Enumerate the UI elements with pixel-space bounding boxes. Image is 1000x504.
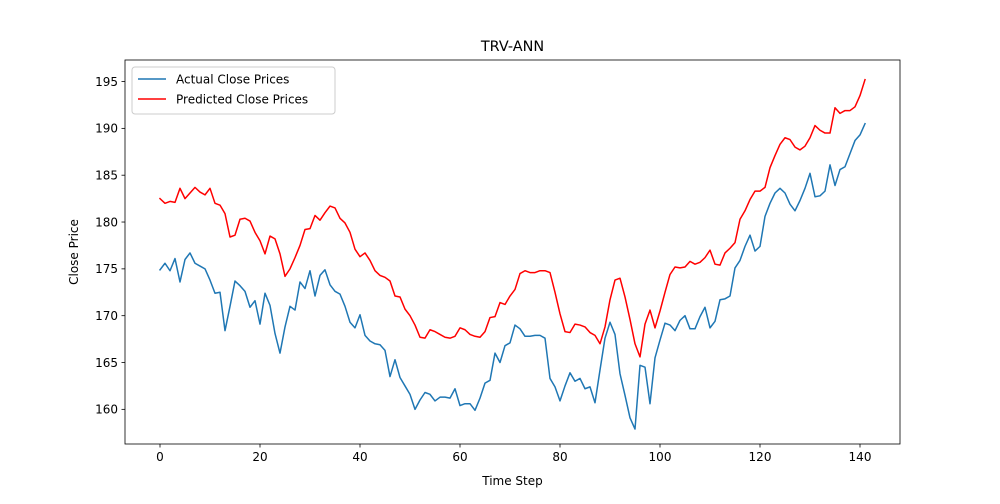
y-axis-label: Close Price	[67, 219, 81, 285]
plot-area-frame	[124, 59, 901, 445]
series-lines	[158, 78, 866, 430]
x-tick-label: 140	[849, 450, 872, 464]
y-tick-label: 195	[95, 75, 118, 89]
y-tick-label: 170	[95, 309, 118, 323]
axis-ticks: 0 20 40 60 80 100 120 140 160 165 170 175 180 185 190 1…	[95, 75, 871, 464]
x-tick-label: 40	[352, 450, 367, 464]
x-axis-label: Time Step	[481, 474, 543, 488]
x-tick-label: 0	[156, 450, 164, 464]
legend-label-predicted: Predicted Close Prices	[176, 93, 308, 107]
y-tick-label: 165	[95, 356, 118, 370]
series-line-actual	[158, 122, 866, 430]
y-tick-label: 190	[95, 122, 118, 136]
x-tick-label: 20	[252, 450, 267, 464]
legend-label-actual: Actual Close Prices	[176, 73, 289, 87]
y-tick-label: 185	[95, 169, 118, 183]
y-tick-label: 180	[95, 215, 118, 229]
x-tick-label: 120	[749, 450, 772, 464]
x-tick-label: 60	[452, 450, 467, 464]
x-tick-label: 80	[552, 450, 567, 464]
series-line-predicted	[158, 78, 866, 358]
legend: Actual Close Prices Predicted Close Pric…	[131, 66, 336, 115]
legend-frame	[131, 66, 336, 115]
y-tick-label: 160	[95, 403, 118, 417]
chart-title: TRV-ANN	[480, 39, 544, 55]
x-tick-label: 100	[649, 450, 672, 464]
y-tick-label: 175	[95, 262, 118, 276]
